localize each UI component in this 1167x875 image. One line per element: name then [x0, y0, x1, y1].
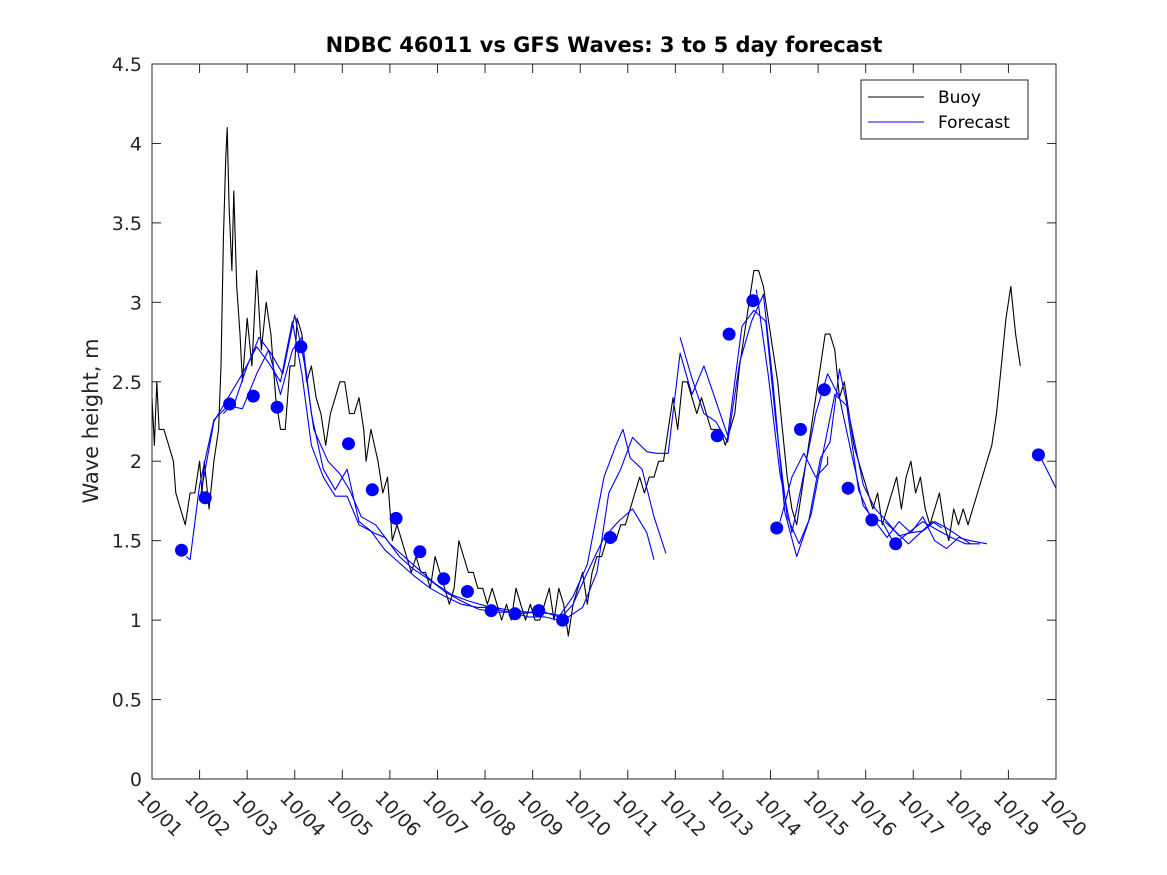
forecast-series-line-3 [222, 309, 980, 618]
forecast-marker-12 [484, 604, 498, 618]
legend-label-forecast: Forecast [938, 113, 1010, 133]
y-tick-label: 1 [130, 610, 142, 632]
forecast-marker-8 [389, 511, 403, 525]
forecast-marker-22 [817, 383, 831, 397]
forecast-marker-19 [746, 294, 760, 308]
forecast-marker-2 [223, 397, 237, 411]
forecast-marker-18 [722, 327, 736, 341]
forecast-marker-9 [413, 545, 427, 559]
y-tick-label: 0.5 [112, 690, 142, 712]
forecast-marker-4 [270, 400, 284, 414]
forecast-marker-0 [175, 543, 188, 557]
forecast-marker-1 [198, 491, 212, 505]
forecast-series-line-1 [185, 336, 655, 621]
y-tick-label: 4.5 [112, 54, 142, 76]
y-axis-label: Wave height, m [79, 338, 103, 503]
forecast-marker-23 [841, 481, 855, 495]
chart-title: NDBC 46011 vs GFS Waves: 3 to 5 day fore… [326, 33, 883, 57]
forecast-series-line-8 [1038, 454, 1056, 489]
forecast-series-line-5 [755, 289, 971, 545]
forecast-marker-5 [294, 340, 308, 354]
forecast-marker-10 [437, 572, 451, 586]
forecast-marker-24 [865, 513, 879, 527]
marker-layer [175, 294, 1045, 627]
y-tick-label: 1.5 [112, 531, 142, 553]
legend: Buoy Forecast [860, 79, 1029, 140]
forecast-marker-20 [770, 521, 784, 535]
forecast-marker-26 [1031, 448, 1045, 462]
forecast-series-line-2 [199, 320, 667, 618]
forecast-marker-6 [342, 437, 355, 451]
legend-box [860, 79, 1029, 140]
forecast-marker-11 [460, 585, 474, 598]
forecast-series-line-4 [679, 293, 988, 558]
y-tick-label: 2.5 [112, 372, 142, 394]
plot-area [152, 64, 1056, 779]
forecast-series-line-7 [884, 521, 943, 545]
forecast-marker-17 [710, 429, 724, 443]
axes-box [151, 63, 1057, 780]
forecast-marker-14 [532, 604, 546, 618]
y-tick-label: 3 [130, 292, 142, 314]
forecast-marker-15 [556, 613, 570, 627]
y-tick-label: 0 [130, 769, 142, 791]
forecast-marker-3 [246, 389, 260, 403]
y-tick-label: 4 [130, 133, 142, 155]
forecast-marker-21 [794, 422, 807, 436]
y-tick-label: 2 [130, 451, 142, 473]
series-layer [152, 127, 1056, 637]
legend-label-buoy: Buoy [938, 88, 981, 108]
forecast-marker-7 [365, 483, 379, 497]
forecast-series-line-6 [779, 452, 829, 522]
forecast-marker-25 [889, 537, 903, 551]
y-tick-label: 3.5 [112, 213, 142, 235]
forecast-marker-13 [508, 607, 522, 621]
forecast-marker-16 [603, 531, 617, 544]
